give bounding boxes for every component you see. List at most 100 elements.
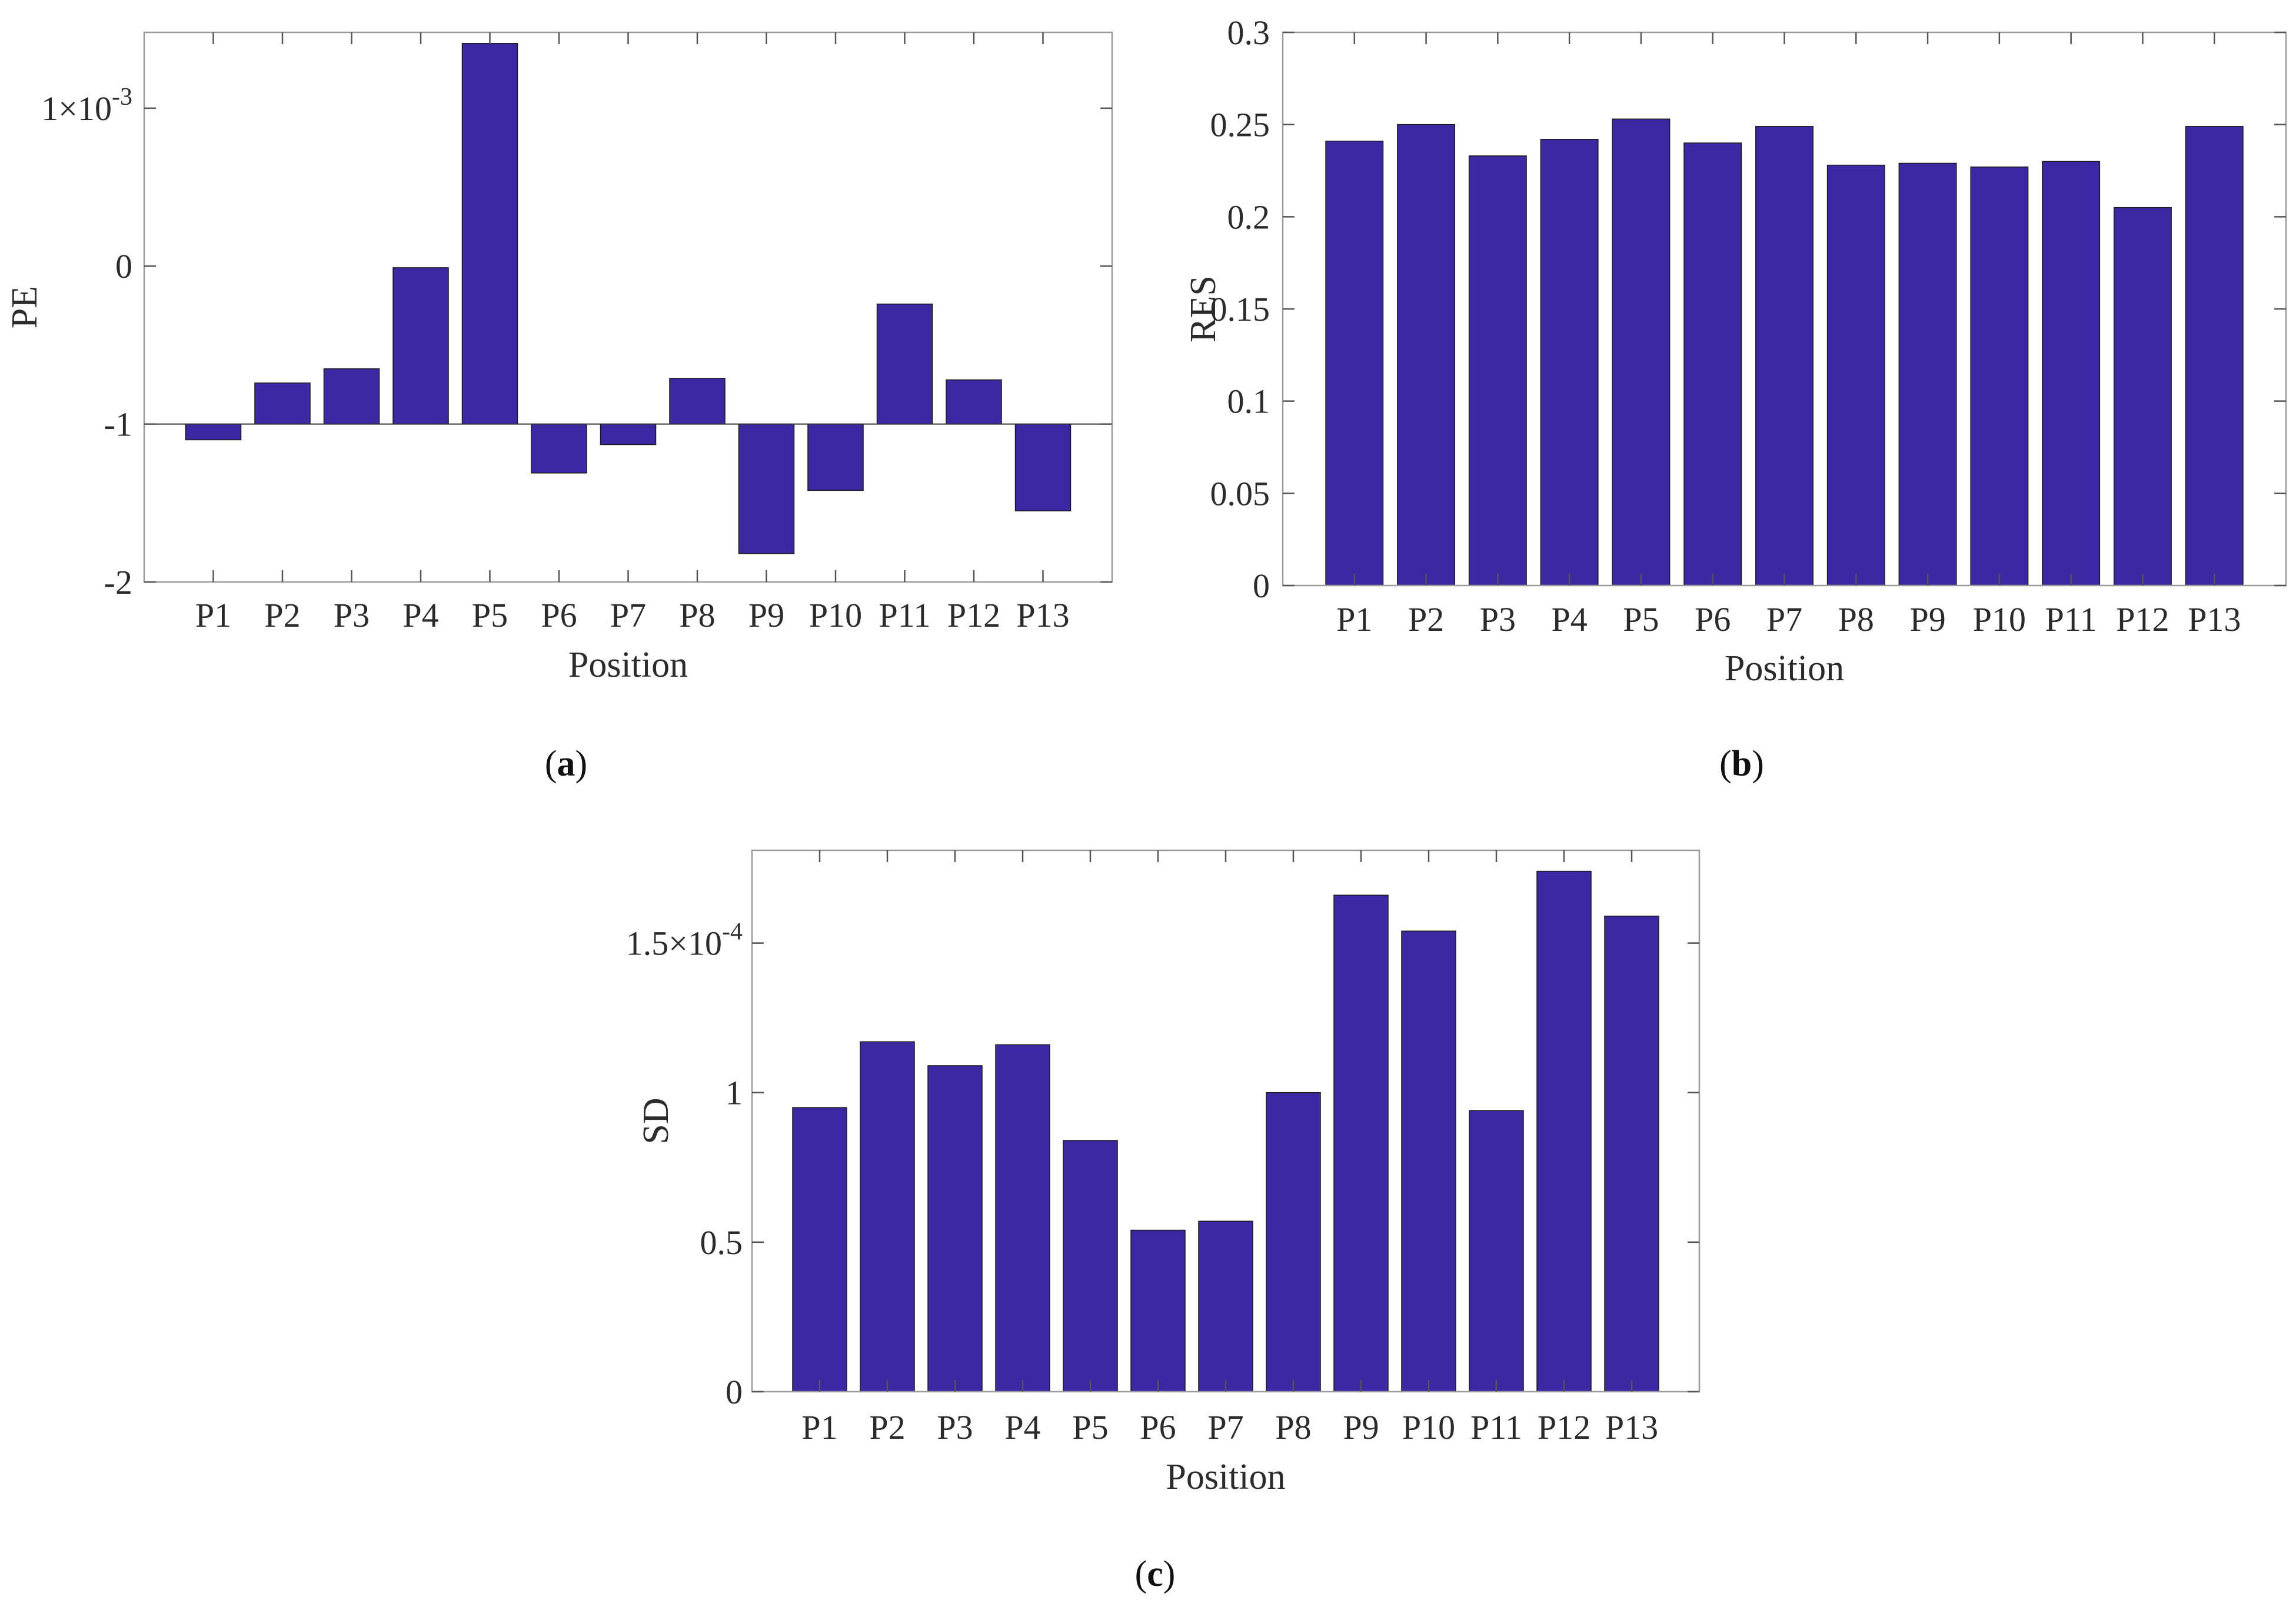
bar-p9 [1333,894,1389,1392]
x-axis-label: Position [1166,1457,1285,1497]
x-tick-label-p7: P7 [1766,600,1802,638]
x-tick-label-p11: P11 [879,596,930,634]
x-tick-label-p13: P13 [1605,1408,1658,1446]
x-tick-label-p5: P5 [472,596,508,634]
x-tick-label-p1: P1 [1336,600,1372,638]
x-tick-label-p3: P3 [334,596,370,634]
x-tick-label-p9: P9 [1343,1408,1379,1446]
bar-p12 [946,379,1002,425]
bar-p8 [1826,164,1885,586]
y-tick-label: 0.15 [1210,290,1270,328]
y-tick-label: 0 [726,1373,743,1411]
bar-p1 [185,423,242,441]
x-tick-label-p1: P1 [801,1408,837,1446]
y-tick-label-exponent: 1.5×10-4 [626,919,743,963]
y-tick-label: 0.2 [1227,198,1270,236]
y-axis-label: PE [5,286,45,328]
x-tick-label-p4: P4 [1004,1408,1040,1446]
bar-p10 [807,423,864,491]
x-tick-label-p12: P12 [2116,600,2169,638]
y-tick-label: -1 [104,405,132,444]
bar-p4 [995,1044,1050,1392]
y-tick-label-exponent: 1×10-3 [41,84,132,128]
x-tick-label-p2: P2 [869,1408,905,1446]
subfigure-caption: (c) [1135,1554,1176,1594]
x-tick-label-p8: P8 [1838,600,1874,638]
x-tick-label-p12: P12 [947,596,1000,634]
bar-p8 [669,378,726,425]
x-tick-label-p9: P9 [748,596,784,634]
bar-p8 [1266,1092,1321,1392]
x-tick-label-p6: P6 [1695,600,1731,638]
x-tick-label-p9: P9 [1909,600,1945,638]
bar-p2 [1397,124,1456,586]
chart-b: 0 0.05 0.1 0.15 0.2 0.25 0.3 P1 P2 P3 P4 P5 P6 P7 P8 P9… [1183,14,2287,784]
y-tick-label: 0.3 [1227,14,1270,52]
bar-p12 [2113,207,2172,586]
bar-p6 [1130,1229,1186,1392]
chart-c: 0 0.5 1 1.5×10-4 P1 P2 P3 P4 P5 P6 P7 P8 P9 P10 P11 P12… [626,849,1701,1594]
x-tick-label-p4: P4 [1552,600,1588,638]
bar-p9 [1898,162,1957,586]
x-axis-label: Position [1725,648,1844,688]
bar-p1 [1325,141,1384,586]
y-axis-label: RES [1183,275,1223,342]
bar-p13 [1014,423,1072,511]
y-tick-label: 0.1 [1227,382,1270,421]
bar-p3 [1468,155,1527,586]
x-tick-label-p5: P5 [1623,600,1659,638]
x-tick-label-p6: P6 [541,596,577,634]
x-tick-label-p8: P8 [679,596,715,634]
x-tick-label-p13: P13 [1016,596,1069,634]
x-tick-label-p7: P7 [1207,1408,1243,1446]
x-axis-label: Position [568,645,688,685]
subfigure-caption: (a) [545,744,587,784]
bar-p11 [2042,161,2101,586]
x-tick-label-p10: P10 [1402,1408,1455,1446]
subfigure-caption: (b) [1719,744,1764,784]
x-tick-label-p3: P3 [937,1408,973,1446]
x-tick-label-p11: P11 [1470,1408,1522,1446]
x-tick-label-p11: P11 [2045,600,2097,638]
bar-p1 [792,1107,847,1392]
bar-p10 [1401,930,1456,1392]
y-tick-label: 1 [726,1074,743,1112]
x-tick-label-p1: P1 [195,596,231,634]
x-tick-label-p12: P12 [1538,1408,1590,1446]
y-tick-label: 0.05 [1210,474,1270,513]
bar-p6 [1683,142,1742,586]
bar-p5 [1612,118,1671,586]
x-tick-label-p3: P3 [1480,600,1516,638]
bar-p7 [1198,1220,1253,1392]
bar-p4 [1540,138,1599,586]
bar-p7 [1755,126,1813,586]
x-tick-label-p10: P10 [809,596,862,634]
y-tick-label: 0 [1253,567,1270,605]
bar-p13 [2185,126,2244,586]
bar-p11 [1469,1110,1524,1392]
bar-p5 [461,43,518,425]
bar-p12 [1536,870,1592,1392]
y-axis-label: SD [636,1097,676,1144]
bar-p4 [392,267,449,425]
bar-p6 [531,423,587,474]
chart-a: -2 -1 0 1×10-3 P1 P2 P3 P4 P5 P6 P7 P8 P9 P10 P11 P12 P1… [5,31,1113,784]
y-tick-label: 0.25 [1210,106,1270,144]
bar-p2 [860,1041,915,1392]
x-tick-label-p8: P8 [1275,1408,1311,1446]
bar-p3 [927,1065,983,1392]
bar-p3 [323,368,380,425]
bar-p5 [1063,1140,1118,1392]
bar-p7 [600,423,657,445]
bar-p13 [1604,916,1659,1392]
x-tick-label-p6: P6 [1140,1408,1176,1446]
x-tick-label-p2: P2 [264,596,300,634]
y-tick-label: 0 [115,247,132,285]
x-tick-label-p10: P10 [1973,600,2026,638]
x-tick-label-p13: P13 [2188,600,2241,638]
y-tick-label: 0.5 [700,1223,743,1262]
x-tick-label-p4: P4 [402,596,438,634]
bar-p2 [254,382,311,425]
bar-p10 [1970,166,2029,586]
